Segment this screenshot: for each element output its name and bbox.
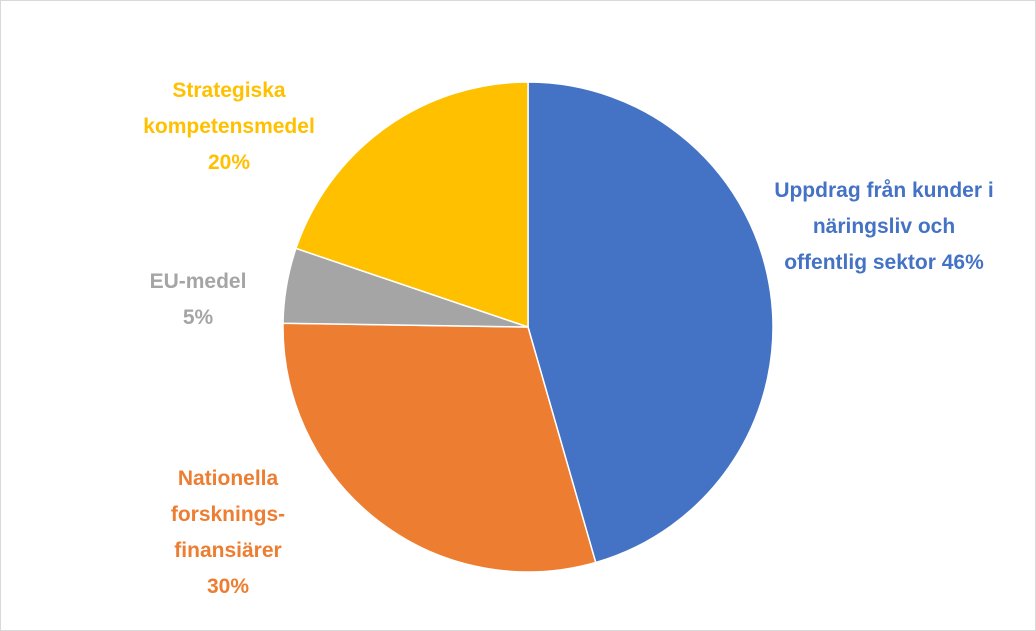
- slice-label: Nationella forsknings-finansiärer 30%: [138, 461, 318, 605]
- slice-label: Uppdrag från kunder i näringsliv och off…: [774, 173, 994, 281]
- pie-slice: [294, 81, 529, 329]
- value-label: 46%: [941, 251, 984, 274]
- slice-label: Strategiska kompetensmedel 20%: [119, 73, 339, 181]
- value-label: 30%: [206, 575, 250, 598]
- pie-slice: [527, 81, 774, 564]
- category-label: Strategiska kompetensmedel: [143, 79, 315, 138]
- slice-label: EU-medel 5%: [118, 264, 278, 336]
- category-label: EU-medel: [149, 270, 247, 293]
- category-label: Uppdrag från kunder i näringsliv och off…: [774, 179, 994, 274]
- value-label: 20%: [207, 151, 251, 174]
- value-label: 5%: [182, 306, 214, 329]
- pie-slice: [282, 322, 597, 573]
- category-label: Nationella forsknings-finansiärer: [170, 467, 286, 562]
